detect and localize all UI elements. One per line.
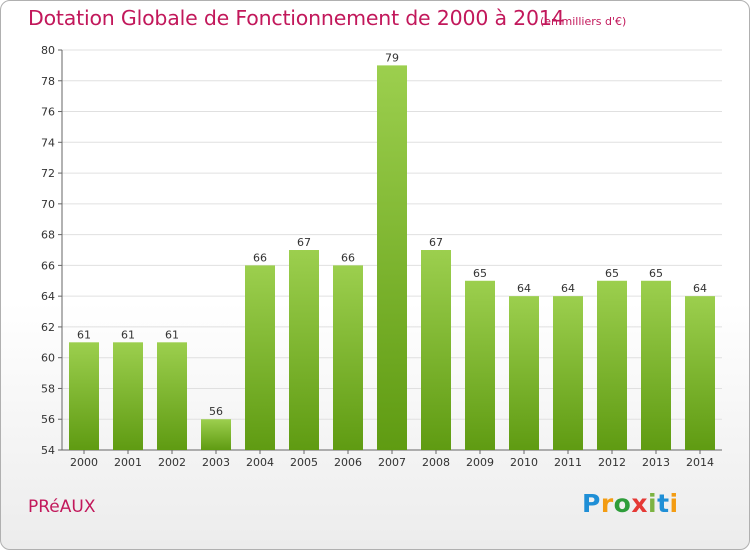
y-tick-label: 66 [41, 259, 55, 272]
x-tick-label: 2004 [246, 456, 274, 469]
y-tick-label: 56 [41, 413, 55, 426]
data-label: 64 [517, 282, 531, 295]
y-tick-label: 70 [41, 198, 55, 211]
logo-letter: t [657, 489, 670, 518]
x-tick-label: 2008 [422, 456, 450, 469]
y-tick-label: 54 [41, 444, 55, 457]
data-labels: 61 61 61 56 66 67 66 79 67 65 64 64 65 65 64 [77, 51, 707, 418]
data-label: 67 [297, 236, 311, 249]
y-tick-label: 72 [41, 167, 55, 180]
logo-letter: r [600, 489, 614, 518]
data-label: 64 [561, 282, 575, 295]
commune-name: PRéAUX [28, 497, 96, 517]
logo-letter: P [582, 489, 601, 518]
x-tick-label: 2011 [554, 456, 582, 469]
y-tick-label: 76 [41, 106, 55, 119]
logo-letter: i [648, 489, 658, 518]
bar [421, 250, 451, 450]
x-tick-label: 2000 [70, 456, 98, 469]
data-label: 61 [165, 328, 179, 341]
x-tick-label: 2014 [686, 456, 714, 469]
x-tick-label: 2012 [598, 456, 626, 469]
y-tick-label: 58 [41, 382, 55, 395]
x-tick-label: 2009 [466, 456, 494, 469]
bar [509, 296, 539, 450]
x-tick-label: 2001 [114, 456, 142, 469]
y-tick-label: 78 [41, 75, 55, 88]
x-tick-label: 2003 [202, 456, 230, 469]
bar [333, 265, 363, 450]
logo-letter: x [631, 489, 648, 518]
y-tick-label: 74 [41, 136, 55, 149]
bar [113, 342, 143, 450]
logo-letter: i [669, 489, 679, 518]
bar [245, 265, 275, 450]
data-label: 65 [649, 267, 663, 280]
bar [685, 296, 715, 450]
data-label: 65 [473, 267, 487, 280]
x-tick-label: 2010 [510, 456, 538, 469]
bar [69, 342, 99, 450]
y-tick-label: 80 [41, 44, 55, 57]
bars [69, 65, 715, 450]
x-tick-label: 2013 [642, 456, 670, 469]
bar [641, 280, 671, 450]
data-label: 64 [693, 282, 707, 295]
data-label: 67 [429, 236, 443, 249]
bar [377, 65, 407, 450]
x-tick-label: 2002 [158, 456, 186, 469]
data-label: 66 [341, 251, 355, 264]
unit-note: (en milliers d'€) [540, 15, 627, 28]
x-tick-label: 2007 [378, 456, 406, 469]
proxiti-logo[interactable]: Proxiti [582, 489, 679, 518]
bar [553, 296, 583, 450]
y-tick-label: 62 [41, 321, 55, 334]
axes: 54 56 58 60 62 64 66 68 70 72 74 76 78 80 2000 2001 2002… [41, 44, 722, 469]
y-tick-label: 60 [41, 352, 55, 365]
y-tick-label: 64 [41, 290, 55, 303]
data-label: 56 [209, 405, 223, 418]
data-label: 66 [253, 251, 267, 264]
bar [289, 250, 319, 450]
y-tick-label: 68 [41, 229, 55, 242]
bar [597, 280, 627, 450]
x-tick-label: 2006 [334, 456, 362, 469]
x-tick-label: 2005 [290, 456, 318, 469]
data-label: 79 [385, 51, 399, 64]
bar [465, 280, 495, 450]
bar [157, 342, 187, 450]
data-label: 61 [77, 328, 91, 341]
data-label: 65 [605, 267, 619, 280]
chart-title: Dotation Globale de Fonctionnement de 20… [28, 6, 565, 30]
logo-letter: o [613, 489, 632, 518]
data-label: 61 [121, 328, 135, 341]
bar [201, 419, 231, 450]
